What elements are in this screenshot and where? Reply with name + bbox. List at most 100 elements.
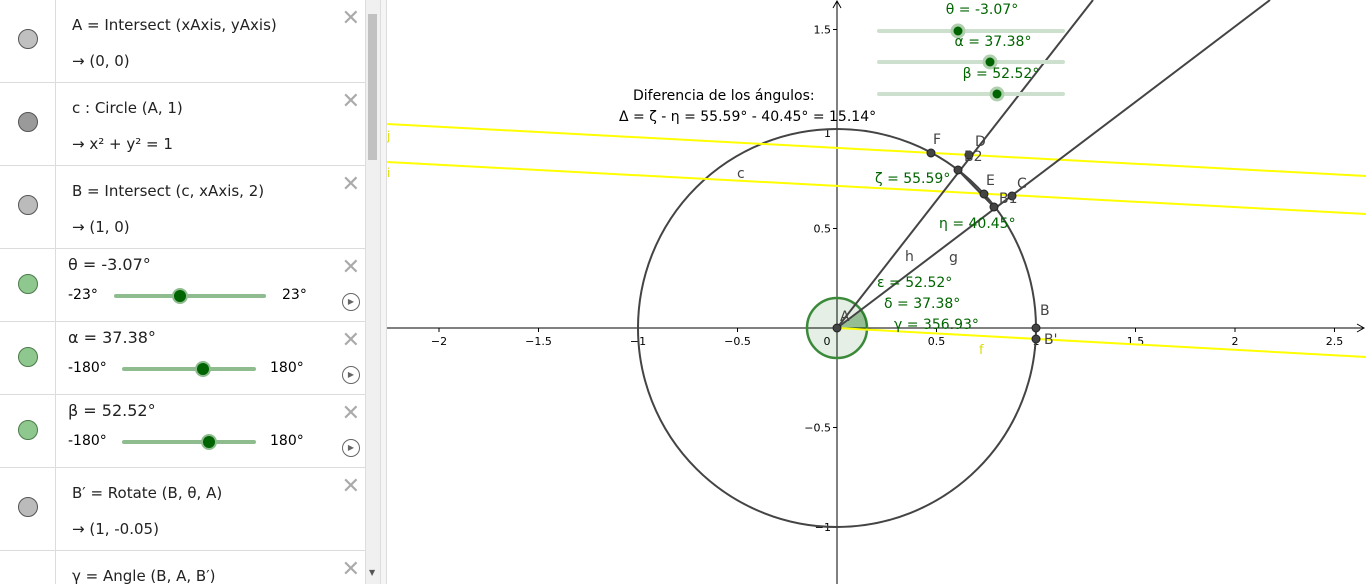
algebra-row-B-prime[interactable]: B′ = Rotate (B, θ, A) → (1, -0.05) ✕: [0, 468, 366, 551]
x-tick-label: 2: [1232, 335, 1239, 348]
y-tick-label: −0.5: [804, 422, 831, 435]
segment-E: [957, 169, 995, 208]
visibility-toggle[interactable]: [18, 112, 38, 132]
x-tick-label: −1.5: [525, 335, 552, 348]
x-tick-label: −0.5: [724, 335, 751, 348]
label-g: g: [949, 250, 958, 266]
scroll-down-icon[interactable]: ▼: [369, 568, 376, 577]
line-g: [836, 0, 1271, 329]
row-marker: [0, 0, 56, 82]
definition: B = Intersect (c, xAxis, 2): [72, 182, 265, 200]
label-B1: B1: [999, 191, 1018, 207]
close-icon[interactable]: ✕: [341, 401, 360, 426]
slider-label: θ = -3.07°: [68, 255, 151, 274]
point-B[interactable]: [1031, 323, 1041, 333]
view-divider[interactable]: [380, 0, 387, 584]
slider-min: -180°: [68, 360, 107, 376]
line-f: [836, 327, 1366, 358]
close-icon[interactable]: ✕: [341, 172, 360, 197]
algebra-row-slider[interactable]: α = 37.38° -180° 180° ✕ ▶: [0, 322, 366, 395]
algebra-row-slider[interactable]: β = 52.52° -180° 180° ✕ ▶: [0, 395, 366, 468]
y-axis-arrow-icon: [832, 0, 842, 9]
point-E[interactable]: [979, 189, 989, 199]
algebra-row-gamma[interactable]: γ = Angle (B, A, B′) ✕: [0, 551, 366, 585]
algebra-row-c[interactable]: c : Circle (A, 1) → x² + y² = 1 ✕: [0, 83, 366, 166]
slider-knob[interactable]: [200, 434, 217, 450]
visibility-toggle[interactable]: [18, 195, 38, 215]
difference-formula: Δ = ζ - η = 55.59° - 40.45° = 15.14°: [619, 109, 876, 125]
slider-max: 180°: [270, 360, 304, 376]
point-A[interactable]: [832, 323, 842, 333]
label-E: E: [986, 173, 995, 189]
slider-track[interactable]: [122, 367, 256, 371]
close-icon[interactable]: ✕: [341, 6, 360, 31]
slider-knob[interactable]: [171, 288, 188, 304]
graphics-slider-label: β = 52.52°: [963, 66, 1040, 82]
row-marker: [0, 551, 56, 584]
slider-knob[interactable]: [194, 361, 211, 377]
visibility-toggle[interactable]: [18, 274, 38, 294]
line-h: [836, 0, 1094, 329]
value: → (1, -0.05): [72, 520, 159, 538]
close-icon[interactable]: ✕: [341, 557, 360, 582]
play-icon[interactable]: ▶: [342, 439, 360, 457]
x-tick-label: −2: [431, 335, 447, 348]
definition: A = Intersect (xAxis, yAxis): [72, 16, 277, 34]
label-c: c: [737, 166, 745, 182]
graphics-slider-knob[interactable]: [982, 54, 998, 70]
label-B: B: [1040, 303, 1050, 319]
label-i: i: [387, 166, 390, 180]
label-F: F: [933, 132, 941, 148]
visibility-toggle[interactable]: [18, 420, 38, 440]
point-C[interactable]: [1007, 191, 1017, 201]
algebra-row-A[interactable]: A = Intersect (xAxis, yAxis) → (0, 0) ✕: [0, 0, 366, 83]
graphics-slider-label: α = 37.38°: [955, 34, 1032, 50]
x-tick-label: 1.5: [1127, 335, 1145, 348]
scrollbar-thumb[interactable]: [368, 14, 377, 160]
definition: γ = Angle (B, A, B′): [72, 567, 216, 585]
slider-max: 180°: [270, 433, 304, 449]
graphics-slider-knob[interactable]: [989, 86, 1005, 102]
visibility-toggle[interactable]: [18, 29, 38, 49]
point-D[interactable]: [964, 150, 974, 160]
y-tick-label: 0.5: [814, 223, 832, 236]
visibility-toggle[interactable]: [18, 497, 38, 517]
angle-label-eta: η = 40.45°: [939, 216, 1016, 232]
label-A: A: [840, 309, 850, 325]
close-icon[interactable]: ✕: [341, 328, 360, 353]
line-j: [387, 123, 1366, 177]
slider-label: β = 52.52°: [68, 401, 156, 420]
slider-track[interactable]: [122, 440, 256, 444]
label-C: C: [1017, 176, 1027, 192]
label-D: D: [975, 134, 986, 150]
algebra-row-B[interactable]: B = Intersect (c, xAxis, 2) → (1, 0) ✕: [0, 166, 366, 249]
visibility-toggle[interactable]: [18, 347, 38, 367]
angle-label-zeta: ζ = 55.59°: [875, 171, 950, 187]
graphics-slider-label: θ = -3.07°: [946, 2, 1018, 18]
close-icon[interactable]: ✕: [341, 474, 360, 499]
algebra-row-slider[interactable]: θ = -3.07° -23° 23° ✕ ▶: [0, 249, 366, 322]
x-axis-arrow-icon: [1356, 323, 1366, 333]
close-icon[interactable]: ✕: [341, 89, 360, 114]
slider-track[interactable]: [114, 294, 266, 298]
value: → (0, 0): [72, 52, 130, 70]
angle-label-gamma: γ = 356.93°: [894, 317, 979, 333]
row-marker: [0, 83, 56, 165]
point-B-prime[interactable]: [1031, 334, 1041, 344]
play-icon[interactable]: ▶: [342, 366, 360, 384]
graphics-slider-knob[interactable]: [950, 23, 966, 39]
x-tick-label: 2.5: [1326, 335, 1344, 348]
angle-label-epsilon: ε = 52.52°: [877, 275, 952, 291]
x-tick-label: 0: [824, 335, 831, 348]
row-marker: [0, 395, 56, 467]
point-B2[interactable]: [953, 165, 963, 175]
label-h: h: [905, 249, 914, 265]
value: → x² + y² = 1: [72, 135, 173, 153]
slider-min: -23°: [68, 287, 98, 303]
point-B1[interactable]: [989, 202, 999, 212]
close-icon[interactable]: ✕: [341, 255, 360, 280]
point-F[interactable]: [926, 148, 936, 158]
graphics-view[interactable]: −2−1.5−1−0.500.511.522.51.510.5−0.5−1θ =…: [387, 0, 1366, 584]
y-tick-label: 1.5: [814, 24, 832, 37]
play-icon[interactable]: ▶: [342, 293, 360, 311]
